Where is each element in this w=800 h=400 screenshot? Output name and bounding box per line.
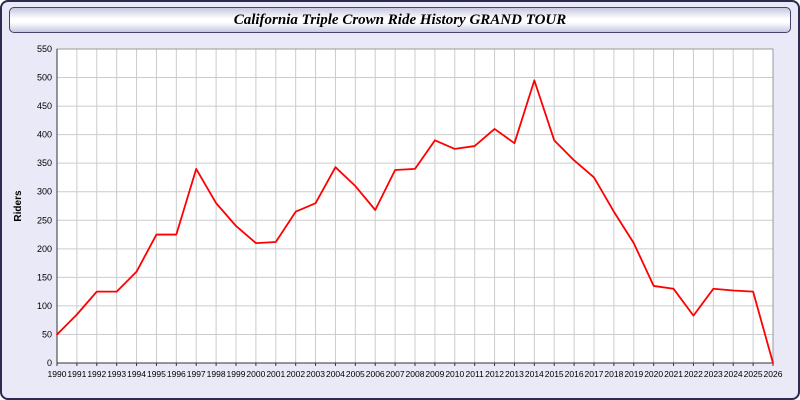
x-tick-label: 1998: [207, 369, 226, 379]
x-tick-label: 2011: [466, 369, 485, 379]
y-tick-label: 0: [47, 358, 52, 368]
x-tick-label: 2008: [406, 369, 425, 379]
x-tick-label: 2020: [644, 369, 663, 379]
x-tick-label: 2002: [286, 369, 305, 379]
data-line: [56, 79, 774, 364]
y-tick-label: 450: [37, 101, 52, 111]
x-tick-label: 2005: [346, 369, 365, 379]
x-tick-label: 2012: [485, 369, 504, 379]
x-tick-label: 2024: [724, 369, 743, 379]
x-tick-label: 2000: [246, 369, 265, 379]
chart-title: California Triple Crown Ride History GRA…: [233, 11, 567, 28]
x-tick-label: 1993: [107, 369, 126, 379]
x-tick-label: 2017: [585, 369, 604, 379]
y-tick-label: 50: [42, 329, 52, 339]
x-tick-label: 1992: [87, 369, 106, 379]
x-tick-label: 2021: [664, 369, 683, 379]
x-tick-label: 2026: [764, 369, 783, 379]
y-tick-label: 100: [37, 301, 52, 311]
x-tick-label: 2003: [306, 369, 325, 379]
x-tick-label: 2001: [266, 369, 285, 379]
x-tick-label: 1996: [167, 369, 186, 379]
chart-title-bar: California Triple Crown Ride History GRA…: [9, 7, 791, 33]
x-tick-label: 2013: [505, 369, 524, 379]
x-tick-label: 1994: [127, 369, 146, 379]
x-tick-label: 2015: [545, 369, 564, 379]
x-tick-label: 1991: [67, 369, 86, 379]
y-tick-label: 550: [37, 44, 52, 54]
x-tick-label: 2010: [445, 369, 464, 379]
y-tick-label: 350: [37, 158, 52, 168]
y-tick-label: 400: [37, 130, 52, 140]
x-tick-label: 2014: [525, 369, 544, 379]
y-tick-label: 200: [37, 244, 52, 254]
x-tick-label: 2016: [565, 369, 584, 379]
y-tick-label: 250: [37, 215, 52, 225]
x-tick-label: 2009: [425, 369, 444, 379]
x-tick-label: 1997: [187, 369, 206, 379]
x-tick-label: 1999: [227, 369, 246, 379]
x-tick-label: 2022: [684, 369, 703, 379]
y-tick-label: 300: [37, 187, 52, 197]
y-tick-label: 150: [37, 272, 52, 282]
y-tick-label: 500: [37, 73, 52, 83]
x-tick-label: 2023: [704, 369, 723, 379]
x-tick-label: 1990: [48, 369, 67, 379]
x-tick-label: 2018: [604, 369, 623, 379]
x-tick-label: 2006: [366, 369, 385, 379]
x-tick-label: 2025: [744, 369, 763, 379]
chart-area: 0 50 100 150 200 250 300 350 400 450 500 550 1990 199…: [9, 37, 791, 398]
x-tick-label: 2019: [624, 369, 643, 379]
x-tick-label: 2007: [386, 369, 405, 379]
x-tick-label: 2004: [326, 369, 345, 379]
x-tick-label: 1995: [147, 369, 166, 379]
y-axis-label: Riders: [13, 190, 24, 222]
